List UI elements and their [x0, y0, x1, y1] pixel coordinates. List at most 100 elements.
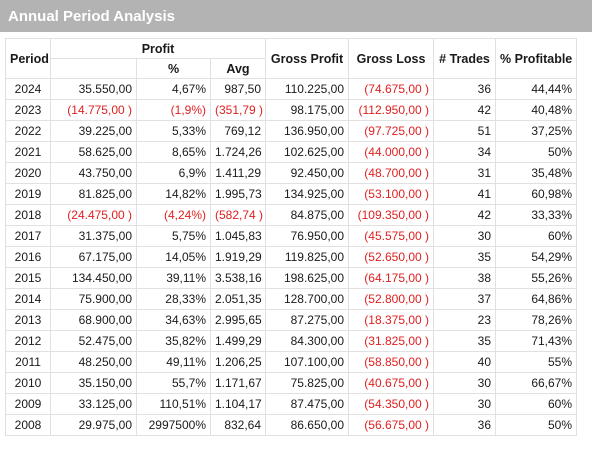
cell-profit: 68.900,00	[50, 309, 137, 331]
cell-gross-profit: 110.225,00	[265, 78, 350, 100]
cell-period: 2014	[5, 288, 51, 310]
col-header-pct-profitable[interactable]: % Profitable	[495, 38, 578, 79]
cell-gross-profit: 87.275,00	[265, 309, 350, 331]
cell-gross-loss: (64.175,00 )	[348, 267, 435, 289]
cell-gross-profit: 134.925,00	[265, 183, 350, 205]
cell-trades: 37	[433, 288, 497, 310]
cell-gross-profit: 119.825,00	[265, 246, 350, 268]
cell-profit: (14.775,00 )	[50, 99, 137, 121]
col-header-gross-profit[interactable]: Gross Profit	[265, 38, 350, 79]
cell-avg: 3.538,16	[209, 267, 267, 289]
cell-trades: 40	[433, 351, 497, 373]
cell-profit: (24.475,00 )	[50, 204, 137, 226]
cell-pct: 34,63%	[136, 309, 211, 331]
cell-pct-profitable: 33,33%	[495, 204, 578, 226]
table-row[interactable]: 2013 68.900,00 34,63% 2.995,65 87.275,00 (18.…	[5, 309, 578, 331]
cell-gross-loss: (18.375,00 )	[348, 309, 435, 331]
cell-gross-profit: 102.625,00	[265, 141, 350, 163]
cell-gross-profit: 86.650,00	[265, 414, 350, 436]
cell-gross-loss: (48.700,00 )	[348, 162, 435, 184]
cell-pct-profitable: 40,48%	[495, 99, 578, 121]
cell-trades: 42	[433, 99, 497, 121]
cell-pct: 4,67%	[136, 78, 211, 100]
table-row[interactable]: 2019 81.825,00 14,82% 1.995,73 134.925,00 (53…	[5, 183, 578, 205]
cell-avg: 1.171,67	[209, 372, 267, 394]
cell-pct-profitable: 78,26%	[495, 309, 578, 331]
cell-avg: 1.104,17	[209, 393, 267, 415]
cell-trades: 36	[433, 414, 497, 436]
cell-pct: 28,33%	[136, 288, 211, 310]
cell-avg: 2.995,65	[209, 309, 267, 331]
cell-avg: 2.051,35	[209, 288, 267, 310]
cell-pct-profitable: 71,43%	[495, 330, 578, 352]
cell-pct: 2997500%	[136, 414, 211, 436]
cell-period: 2010	[5, 372, 51, 394]
table-row[interactable]: 2011 48.250,00 49,11% 1.206,25 107.100,00 (58…	[5, 351, 578, 373]
table-row[interactable]: 2014 75.900,00 28,33% 2.051,35 128.700,00 (52…	[5, 288, 578, 310]
cell-avg: 1.411,29	[209, 162, 267, 184]
cell-pct-profitable: 44,44%	[495, 78, 578, 100]
cell-gross-loss: (52.650,00 )	[348, 246, 435, 268]
cell-trades: 30	[433, 225, 497, 247]
table-row[interactable]: 2012 52.475,00 35,82% 1.499,29 84.300,00 (31.…	[5, 330, 578, 352]
col-header-profit-value	[50, 58, 137, 79]
cell-gross-loss: (44.000,00 )	[348, 141, 435, 163]
cell-profit: 75.900,00	[50, 288, 137, 310]
table-row[interactable]: 2020 43.750,00 6,9% 1.411,29 92.450,00 (48.70…	[5, 162, 578, 184]
cell-pct-profitable: 54,29%	[495, 246, 578, 268]
cell-period: 2013	[5, 309, 51, 331]
cell-pct: (1,9%)	[136, 99, 211, 121]
cell-period: 2020	[5, 162, 51, 184]
cell-trades: 30	[433, 372, 497, 394]
table-row[interactable]: 2016 67.175,00 14,05% 1.919,29 119.825,00 (52…	[5, 246, 578, 268]
cell-period: 2015	[5, 267, 51, 289]
cell-profit: 58.625,00	[50, 141, 137, 163]
cell-pct: 5,75%	[136, 225, 211, 247]
cell-gross-loss: (52.800,00 )	[348, 288, 435, 310]
table-row[interactable]: 2023 (14.775,00 ) (1,9%) (351,79 ) 98.175,00…	[5, 99, 578, 121]
table-header: Period Profit Gross Profit Gross Loss # …	[5, 38, 578, 79]
cell-gross-loss: (31.825,00 )	[348, 330, 435, 352]
cell-gross-loss: (112.950,00 )	[348, 99, 435, 121]
cell-trades: 35	[433, 246, 497, 268]
col-header-pct[interactable]: %	[136, 58, 211, 79]
cell-trades: 51	[433, 120, 497, 142]
table-row[interactable]: 2010 35.150,00 55,7% 1.171,67 75.825,00 (40.6…	[5, 372, 578, 394]
cell-gross-profit: 76.950,00	[265, 225, 350, 247]
cell-trades: 38	[433, 267, 497, 289]
table-row[interactable]: 2021 58.625,00 8,65% 1.724,26 102.625,00 (44.…	[5, 141, 578, 163]
cell-gross-profit: 75.825,00	[265, 372, 350, 394]
cell-pct-profitable: 66,67%	[495, 372, 578, 394]
cell-period: 2017	[5, 225, 51, 247]
table-row[interactable]: 2018 (24.475,00 ) (4,24%) (582,74 ) 84.875,0…	[5, 204, 578, 226]
cell-trades: 34	[433, 141, 497, 163]
cell-gross-loss: (97.725,00 )	[348, 120, 435, 142]
cell-profit: 35.150,00	[50, 372, 137, 394]
table-row[interactable]: 2009 33.125,00 110,51% 1.104,17 87.475,00 (54…	[5, 393, 578, 415]
cell-avg: 1.045,83	[209, 225, 267, 247]
table-row[interactable]: 2022 39.225,00 5,33% 769,12 136.950,00 (97.72…	[5, 120, 578, 142]
table-row[interactable]: 2015 134.450,00 39,11% 3.538,16 198.625,00 (6…	[5, 267, 578, 289]
col-header-gross-loss[interactable]: Gross Loss	[348, 38, 435, 79]
cell-gross-profit: 84.875,00	[265, 204, 350, 226]
cell-pct: 14,05%	[136, 246, 211, 268]
cell-pct-profitable: 60,98%	[495, 183, 578, 205]
table-row[interactable]: 2024 35.550,00 4,67% 987,50 110.225,00 (74.67…	[5, 78, 578, 100]
col-header-profit[interactable]: Profit	[49, 38, 267, 59]
cell-period: 2011	[5, 351, 51, 373]
cell-pct-profitable: 55,26%	[495, 267, 578, 289]
col-header-avg[interactable]: Avg	[209, 58, 267, 79]
cell-period: 2016	[5, 246, 51, 268]
cell-avg: 769,12	[209, 120, 267, 142]
cell-gross-profit: 87.475,00	[265, 393, 350, 415]
cell-gross-profit: 136.950,00	[265, 120, 350, 142]
cell-pct: 49,11%	[136, 351, 211, 373]
table-row[interactable]: 2017 31.375,00 5,75% 1.045,83 76.950,00 (45.5…	[5, 225, 578, 247]
col-header-period[interactable]: Period	[5, 38, 51, 79]
cell-trades: 42	[433, 204, 497, 226]
table-row[interactable]: 2008 29.975,00 2997500% 832,64 86.650,00 (56.…	[5, 414, 578, 436]
col-header-trades[interactable]: # Trades	[433, 38, 497, 79]
cell-gross-loss: (58.850,00 )	[348, 351, 435, 373]
cell-gross-loss: (56.675,00 )	[348, 414, 435, 436]
cell-profit: 35.550,00	[50, 78, 137, 100]
